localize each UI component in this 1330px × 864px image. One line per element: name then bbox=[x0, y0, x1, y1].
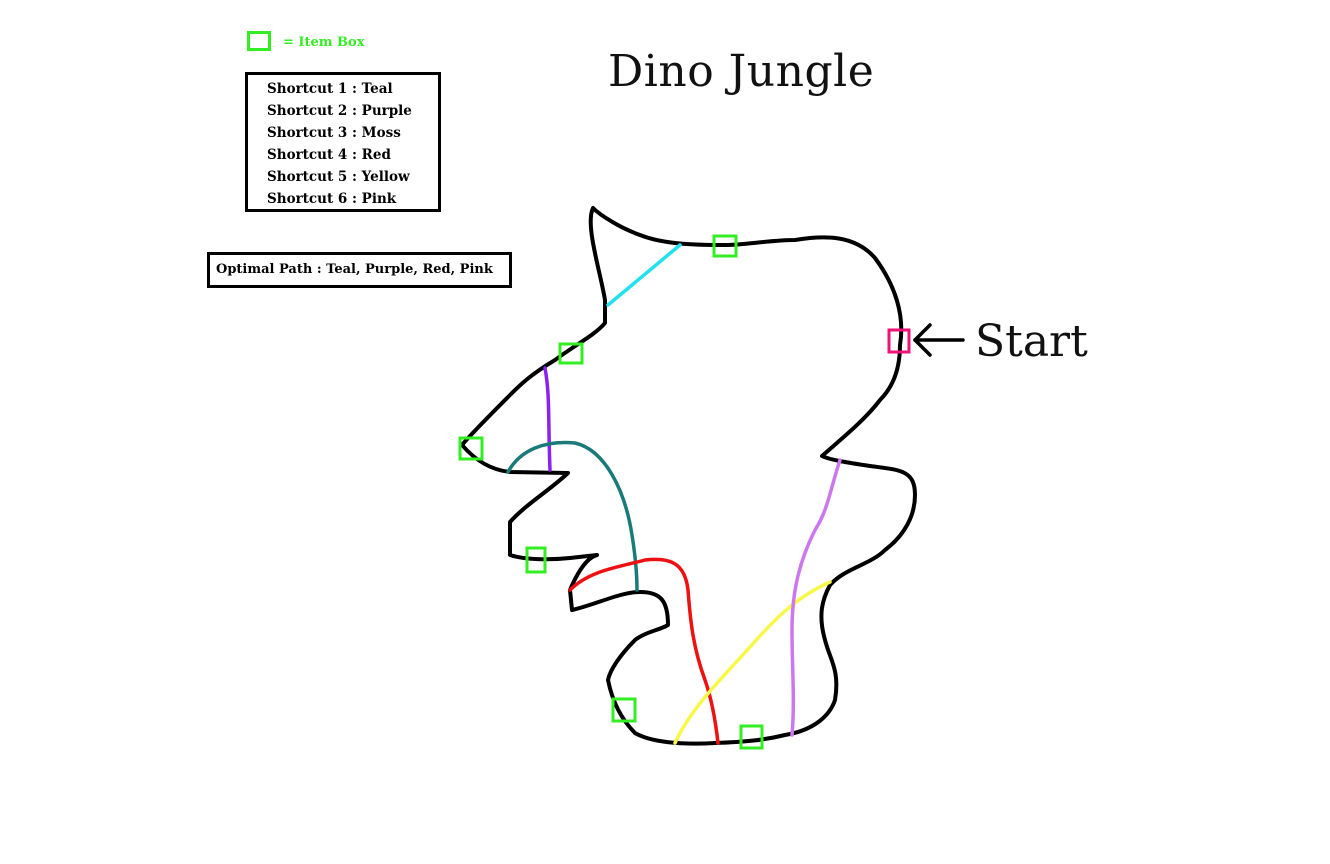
shortcut-4-red bbox=[568, 557, 720, 745]
item-box bbox=[739, 724, 764, 750]
map-title: Dino Jungle bbox=[608, 46, 875, 97]
shortcut-5-yellow bbox=[673, 580, 832, 745]
item-box bbox=[712, 234, 738, 258]
item-box-legend-icon bbox=[247, 31, 271, 51]
shortcut-legend-item: Shortcut 2 : Purple bbox=[267, 103, 412, 119]
shortcut-legend-item: Shortcut 1 : Teal bbox=[267, 81, 393, 97]
item-box bbox=[558, 342, 584, 365]
shortcut-legend: Shortcut 1 : Teal Shortcut 2 : Purple Sh… bbox=[245, 72, 441, 212]
optimal-path-label: Optimal Path : Teal, Purple, Red, Pink bbox=[207, 252, 512, 288]
item-box-legend-label: = Item Box bbox=[283, 35, 365, 50]
shortcut-legend-item: Shortcut 6 : Pink bbox=[267, 191, 397, 207]
item-box bbox=[611, 697, 637, 723]
shortcut-legend-item: Shortcut 5 : Yellow bbox=[267, 169, 410, 185]
shortcut-2-purple bbox=[543, 366, 552, 472]
shortcut-3-moss bbox=[506, 440, 639, 592]
start-arrow-icon bbox=[913, 323, 965, 357]
track-outline bbox=[460, 206, 917, 746]
shortcut-1-teal bbox=[606, 243, 682, 307]
shortcut-6-pink bbox=[790, 458, 842, 737]
shortcut-legend-item: Shortcut 4 : Red bbox=[267, 147, 391, 163]
start-label: Start bbox=[975, 316, 1088, 367]
item-boxes bbox=[458, 234, 764, 750]
item-box bbox=[458, 436, 484, 461]
start-marker bbox=[887, 328, 911, 354]
shortcut-legend-item: Shortcut 3 : Moss bbox=[267, 125, 401, 141]
item-box bbox=[525, 546, 547, 574]
